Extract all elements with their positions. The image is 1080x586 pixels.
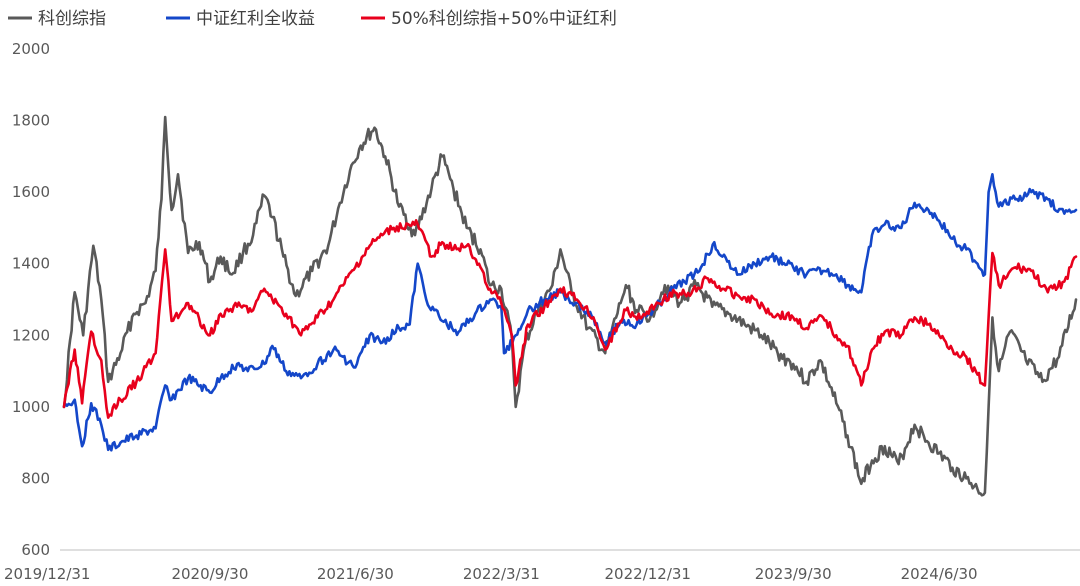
x-tick-label: 2019/12/31 [4, 565, 90, 583]
x-tick-label: 2022/3/31 [463, 565, 540, 583]
series-line [62, 173, 1078, 452]
series-line [62, 115, 1078, 497]
x-tick-label: 2024/6/30 [901, 565, 978, 583]
legend-label: 中证红利全收益 [196, 9, 315, 29]
y-tick-label: 1000 [12, 398, 50, 416]
x-tick-label: 2023/9/30 [755, 565, 832, 583]
y-tick-label: 2000 [12, 40, 50, 58]
series-line [62, 219, 1078, 419]
legend-label: 科创综指 [38, 9, 106, 29]
x-tick-label: 2020/9/30 [171, 565, 248, 583]
y-tick-label: 1400 [12, 255, 50, 273]
y-axis-tick-labels: 2000 1800 1600 1400 1200 1000 800 600 [12, 40, 50, 559]
x-tick-label: 2022/12/31 [605, 565, 691, 583]
y-tick-label: 600 [21, 541, 50, 559]
y-tick-label: 1200 [12, 326, 50, 344]
x-tick-label: 2021/6/30 [317, 565, 394, 583]
x-axis-tick-labels: 2019/12/31 2020/9/30 2021/6/30 2022/3/31 202… [4, 565, 978, 583]
legend: 科创综指 中证红利全收益 50%科创综指+50%中证红利 [8, 9, 617, 29]
y-tick-label: 1600 [12, 183, 50, 201]
legend-label: 50%科创综指+50%中证红利 [391, 9, 617, 29]
y-tick-label: 1800 [12, 112, 50, 130]
y-tick-label: 800 [21, 469, 50, 487]
series-lines [62, 115, 1078, 497]
